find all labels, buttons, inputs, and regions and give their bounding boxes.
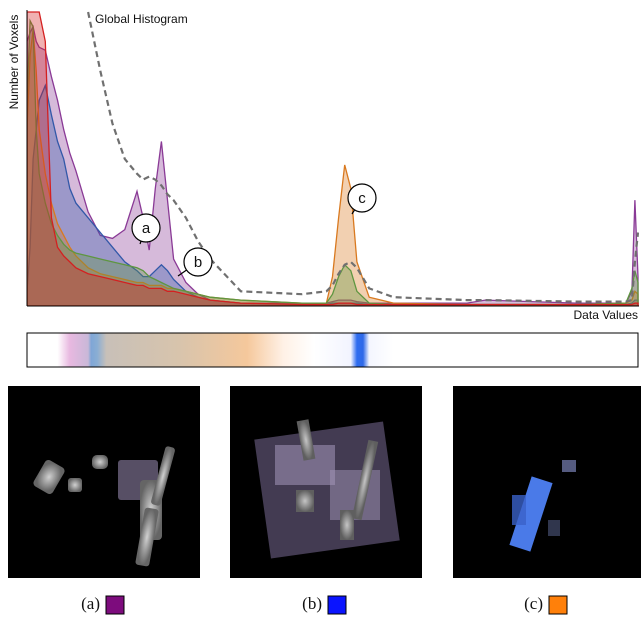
x-axis-label: Data Values (574, 308, 638, 322)
annotation-label: b (194, 254, 202, 271)
captions: (a) (b) (c) (81, 594, 567, 614)
caption-swatch (106, 596, 124, 614)
page: {"chart_data": {"type": "area", "y_label… (0, 0, 641, 619)
panel-caption: (a) (81, 594, 100, 613)
caption-swatch (328, 596, 346, 614)
panel-caption: (b) (302, 594, 322, 613)
series-group (27, 12, 638, 306)
annotation-label: a (142, 220, 151, 237)
transfer-function-bar (27, 333, 638, 367)
render-c (453, 386, 641, 578)
caption-swatch (549, 596, 567, 614)
panel-caption: (c) (524, 594, 543, 613)
histogram-plot: a b c (27, 12, 638, 306)
annotation-label: c (358, 190, 366, 207)
y-axis-label: Number of Voxels (7, 15, 21, 110)
render-b (230, 386, 422, 578)
series-label: Global Histogram (95, 12, 188, 26)
histogram-area (27, 21, 638, 306)
figure: a b c Number of Voxels Data Values Global … (0, 0, 641, 619)
render-a (8, 386, 200, 578)
